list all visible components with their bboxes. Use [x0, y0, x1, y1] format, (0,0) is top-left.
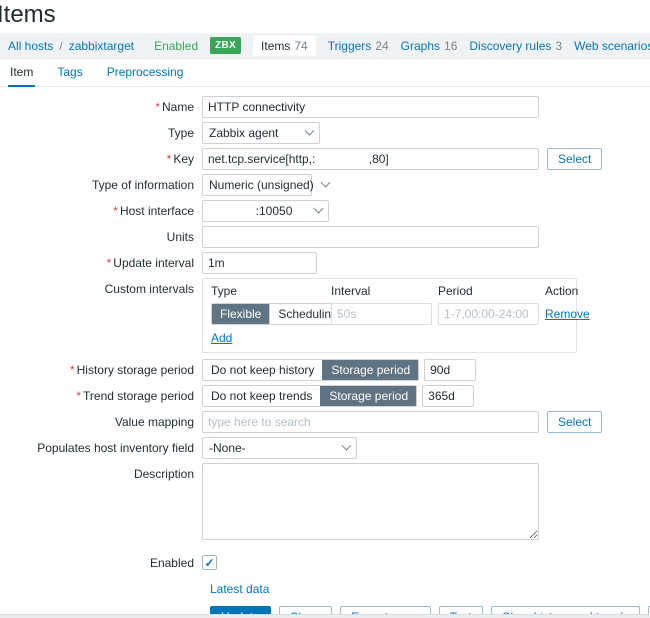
type-of-information-value: Numeric (unsigned)	[209, 178, 314, 192]
enabled-checkbox[interactable]: ✓	[202, 555, 217, 570]
nav-discovery-rules-label: Discovery rules	[469, 38, 552, 53]
remove-interval-link[interactable]: Remove	[545, 307, 590, 321]
enabled-label: Enabled	[149, 556, 194, 570]
required-asterisk: *	[155, 100, 160, 114]
type-label: Type	[167, 126, 194, 140]
check-icon: ✓	[204, 555, 215, 570]
nav-discovery-rules[interactable]: Discovery rules 3	[469, 39, 562, 53]
tab-bar: Item Tags Preprocessing	[0, 59, 650, 87]
required-asterisk: *	[106, 256, 112, 270]
host-interface-select[interactable]: :10050	[202, 200, 329, 222]
nav-triggers-count: 24	[375, 38, 389, 53]
host-interface-value: :10050	[209, 204, 293, 218]
history-storage-input[interactable]	[424, 359, 477, 381]
units-label: Units	[166, 230, 194, 244]
nav-items-count: 74	[294, 38, 308, 53]
column-header-type: Type	[211, 284, 238, 298]
nav-items-label: Items	[261, 38, 291, 53]
period-input[interactable]	[438, 303, 539, 325]
required-asterisk: *	[166, 152, 172, 166]
breadcrumb: All hosts / zabbixtarget Enabled ZBX Ite…	[0, 33, 650, 59]
key-input[interactable]	[202, 148, 539, 170]
custom-intervals-label: Custom intervals	[104, 282, 194, 296]
chevron-down-icon	[341, 440, 352, 451]
inventory-field-value: -None-	[209, 441, 246, 455]
interval-input[interactable]	[331, 303, 432, 325]
trend-storage-input[interactable]	[422, 385, 475, 407]
nav-graphs-count: 16	[444, 38, 458, 53]
nav-web-scenarios-label: Web scenarios	[574, 38, 650, 53]
key-label: * Key	[166, 152, 194, 166]
delete-button[interactable]: Delete	[648, 606, 650, 618]
history-do-not-keep[interactable]: Do not keep history	[203, 360, 323, 380]
column-header-interval: Interval	[331, 284, 371, 298]
description-label: Description	[133, 467, 194, 481]
nav-items[interactable]: Items 74	[253, 35, 316, 56]
chevron-down-icon	[313, 203, 324, 214]
tab-preprocessing[interactable]: Preprocessing	[106, 65, 184, 79]
history-storage-label: * History storage period	[69, 363, 194, 377]
value-mapping-select-button[interactable]: Select	[547, 411, 603, 433]
type-select-value: Zabbix agent	[209, 126, 279, 140]
update-interval-label: * Update interval	[106, 256, 194, 270]
history-storage-period[interactable]: Storage period	[322, 360, 419, 380]
host-status-enabled: Enabled	[154, 38, 199, 53]
chevron-down-icon	[304, 125, 315, 136]
units-input[interactable]	[202, 226, 539, 248]
required-asterisk: *	[113, 204, 118, 218]
nav-graphs-label: Graphs	[400, 38, 441, 53]
breadcrumb-all-hosts[interactable]: All hosts	[8, 38, 54, 53]
item-form: *Name Type Zabbix agent *Key Select Type…	[0, 87, 650, 618]
trend-storage-toggle: Do not keep trends Storage period	[202, 385, 418, 407]
nav-triggers[interactable]: Triggers 24	[328, 39, 389, 53]
column-header-action: Action	[545, 284, 579, 298]
type-of-information-select[interactable]: Numeric (unsigned)	[202, 174, 331, 196]
key-select-button[interactable]: Select	[547, 148, 603, 170]
trend-do-not-keep[interactable]: Do not keep trends	[203, 386, 321, 406]
column-header-period: Period	[438, 284, 473, 298]
latest-data-link[interactable]: Latest data	[210, 582, 270, 596]
value-mapping-label: Value mapping	[114, 415, 194, 429]
trend-storage-period[interactable]: Storage period	[320, 386, 417, 406]
required-asterisk: *	[76, 389, 82, 403]
tab-item[interactable]: Item	[8, 59, 36, 87]
nav-web-scenarios[interactable]: Web scenarios	[574, 39, 650, 53]
tab-tags[interactable]: Tags	[57, 65, 83, 79]
type-select[interactable]: Zabbix agent	[202, 122, 320, 144]
update-interval-input[interactable]	[202, 252, 317, 274]
custom-intervals-fieldset: Type Interval Period Action Flexible Sch…	[202, 278, 590, 353]
nav-triggers-label: Triggers	[327, 38, 372, 53]
nav-discovery-rules-count: 3	[555, 38, 563, 53]
interval-type-toggle: Flexible Scheduling	[211, 303, 347, 325]
description-textarea[interactable]	[202, 463, 539, 540]
type-of-information-label: Type of information	[91, 178, 194, 192]
page-title: Items	[0, 1, 56, 28]
page-footer-strip	[0, 614, 650, 618]
add-interval-link[interactable]: Add	[211, 331, 233, 345]
breadcrumb-separator: /	[59, 38, 63, 53]
required-asterisk: *	[69, 363, 75, 377]
name-label: * Name	[155, 100, 194, 114]
trend-storage-label: * Trend storage period	[76, 389, 194, 403]
inventory-field-label: Populates host inventory field	[37, 441, 194, 455]
custom-interval-row: Flexible Scheduling Remove	[211, 303, 590, 325]
breadcrumb-host[interactable]: zabbixtarget	[68, 38, 135, 53]
nav-graphs[interactable]: Graphs 16	[401, 39, 458, 53]
zbx-agent-badge: ZBX	[210, 37, 242, 54]
interval-type-scheduling[interactable]: Scheduling	[269, 304, 346, 324]
host-interface-label: * Host interface	[113, 204, 194, 218]
interval-type-flexible[interactable]: Flexible	[212, 304, 270, 324]
history-storage-toggle: Do not keep history Storage period	[202, 359, 420, 381]
name-input[interactable]	[202, 96, 539, 118]
value-mapping-input[interactable]	[202, 411, 539, 433]
chevron-down-icon	[320, 177, 331, 188]
inventory-field-select[interactable]: -None-	[202, 437, 357, 459]
